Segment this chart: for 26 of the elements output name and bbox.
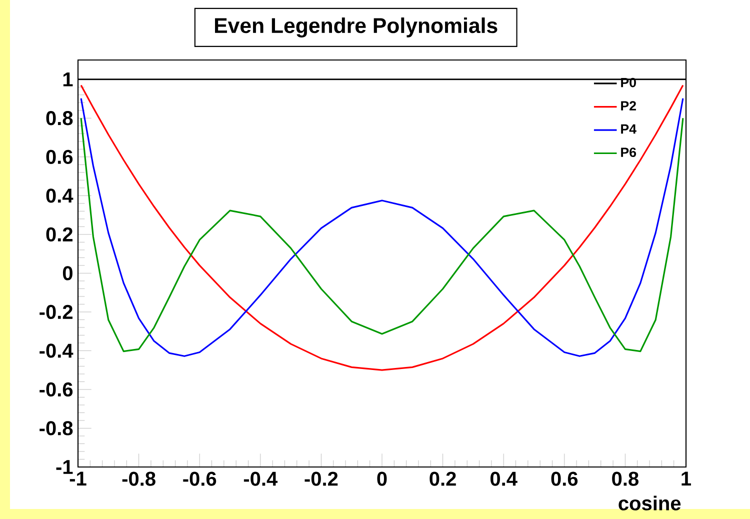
x-tick-label: 0.8 (612, 472, 638, 486)
x-tick-label: 0.6 (551, 472, 578, 486)
x-tick-label: 0.4 (490, 472, 518, 486)
x-tick-label: 0 (377, 472, 387, 486)
y-tick-label: -1 (56, 460, 73, 474)
y-tick-label: 0.6 (46, 150, 73, 164)
x-tick-label: 1 (682, 472, 691, 486)
legend-label: P6 (621, 148, 636, 158)
legend-label: P2 (621, 101, 636, 110)
y-tick-label: 0.8 (46, 111, 73, 126)
y-tick-label: -0.8 (40, 421, 73, 436)
x-tick-label: -0.2 (304, 472, 338, 486)
y-tick-label: -0.6 (40, 382, 73, 397)
chart-title: Even Legendre Polynomials (215, 17, 498, 38)
x-tick-label: -0.8 (122, 472, 156, 486)
y-tick-label: 0 (62, 266, 72, 280)
x-axis-title: cosine (618, 496, 681, 510)
legend-label: P4 (621, 124, 636, 134)
x-tick-label: 0.2 (430, 472, 456, 486)
x-tick-label: -0.6 (183, 472, 216, 486)
y-tick-label: 0.4 (46, 188, 74, 203)
y-tick-label: -0.4 (40, 344, 74, 358)
y-tick-label: 1 (63, 72, 73, 86)
x-tick-label: -0.4 (244, 472, 278, 486)
y-tick-label: 0.2 (46, 227, 72, 242)
y-tick-label: -0.2 (40, 304, 72, 320)
